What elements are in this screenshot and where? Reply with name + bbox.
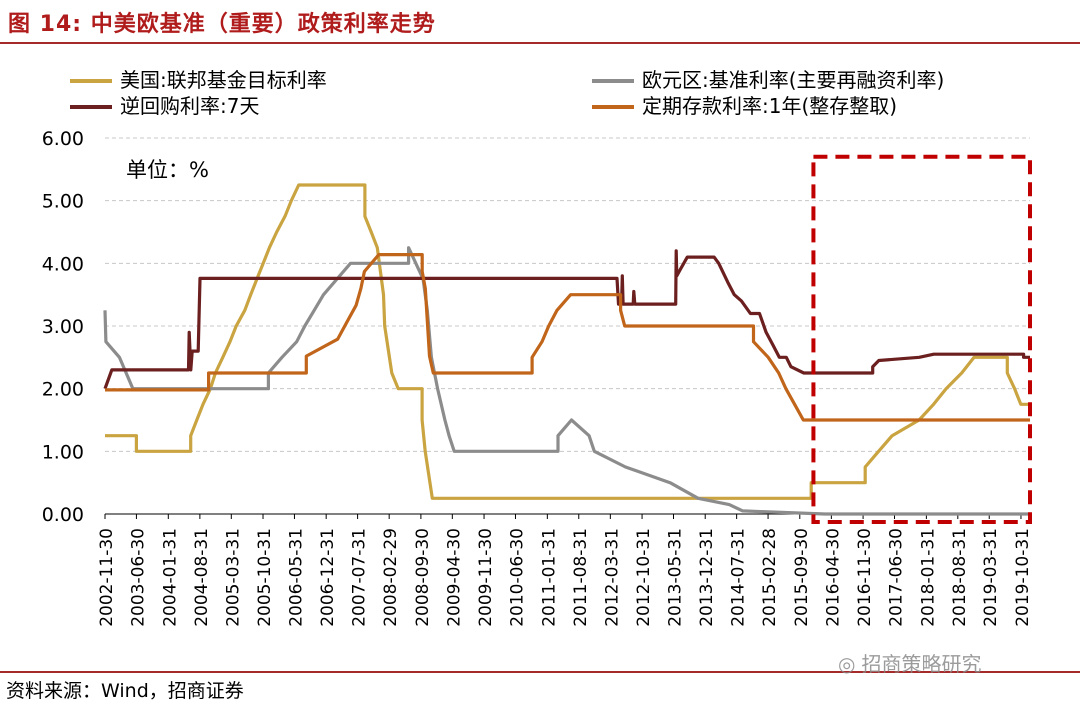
x-tick-label: 2011-08-31 [571, 528, 591, 627]
wechat-icon: ◎ [838, 652, 856, 676]
figure-title: 图 14: 中美欧基准（重要）政策利率走势 [8, 12, 436, 37]
source-note: 资料来源：Wind，招商证券 [6, 676, 244, 703]
x-tick-label: 2012-03-31 [602, 528, 622, 627]
x-tick-label: 2016-11-30 [855, 528, 875, 627]
x-tick-label: 2015-09-30 [792, 528, 812, 627]
x-tick-label: 2019-10-31 [1013, 528, 1033, 627]
watermark-text: 招商策略研究 [861, 652, 982, 676]
x-tick-label: 2018-08-31 [950, 528, 970, 627]
legend-label-2: 欧元区:基准利率(主要再融资利率) [642, 68, 944, 92]
x-tick-label: 2004-01-31 [160, 528, 180, 627]
x-tick-label: 2019-03-31 [981, 528, 1001, 627]
legend-label-3: 逆回购利率:7天 [120, 94, 259, 118]
x-tick-label: 2012-10-31 [634, 528, 654, 627]
x-tick-label: 2009-04-30 [444, 528, 464, 627]
x-tick-label: 2006-12-31 [318, 528, 338, 627]
y-tick-label: 4.00 [42, 253, 84, 275]
legend-label-1: 美国:联邦基金目标利率 [120, 68, 327, 92]
x-tick-label: 2002-11-30 [97, 528, 117, 627]
x-tick-label: 2008-09-30 [413, 528, 433, 627]
x-tick-label: 2013-12-31 [697, 528, 717, 627]
x-tick-label: 2008-02-29 [381, 528, 401, 627]
x-tick-label: 2007-07-31 [350, 528, 370, 627]
figure-header: 图 14: 中美欧基准（重要）政策利率走势 [0, 0, 1080, 44]
watermark: ◎ 招商策略研究 [838, 648, 981, 677]
source-text: Wind，招商证券 [101, 680, 244, 702]
x-tick-label: 2003-06-30 [128, 528, 148, 627]
header-rule [0, 42, 1080, 44]
x-tick-label: 2014-07-31 [729, 528, 749, 627]
source-label: 资料来源： [6, 680, 102, 702]
x-tick-label: 2005-03-31 [223, 528, 243, 627]
y-tick-label: 5.00 [42, 191, 84, 213]
x-tick-label: 2004-08-31 [192, 528, 212, 627]
y-tick-label: 2.00 [42, 379, 84, 401]
y-tick-label: 6.00 [42, 128, 84, 150]
x-tick-label: 2010-06-30 [507, 528, 527, 627]
x-tick-label: 2017-06-30 [887, 528, 907, 627]
x-tick-label: 2016-04-30 [823, 528, 843, 627]
series-line-4 [105, 253, 1030, 422]
x-tick-label: 2018-01-31 [918, 528, 938, 627]
highlight-box [811, 154, 1032, 525]
series-line-3 [103, 249, 1030, 390]
x-tick-label: 2009-11-30 [476, 528, 496, 627]
x-tick-label: 2011-01-31 [539, 528, 559, 627]
y-tick-label: 0.00 [42, 504, 84, 526]
x-tick-label: 2013-05-31 [665, 528, 685, 627]
y-tick-label: 3.00 [42, 316, 84, 338]
footer-rule [0, 671, 1080, 673]
unit-label: 单位：% [126, 158, 209, 182]
legend-label-4: 定期存款利率:1年(整存整取) [642, 94, 897, 118]
x-tick-label: 2006-05-31 [286, 528, 306, 627]
x-tick-label: 2005-10-31 [255, 528, 275, 627]
x-tick-label: 2015-02-28 [760, 528, 780, 627]
y-tick-label: 1.00 [42, 441, 84, 463]
series-line-2 [103, 246, 1030, 516]
